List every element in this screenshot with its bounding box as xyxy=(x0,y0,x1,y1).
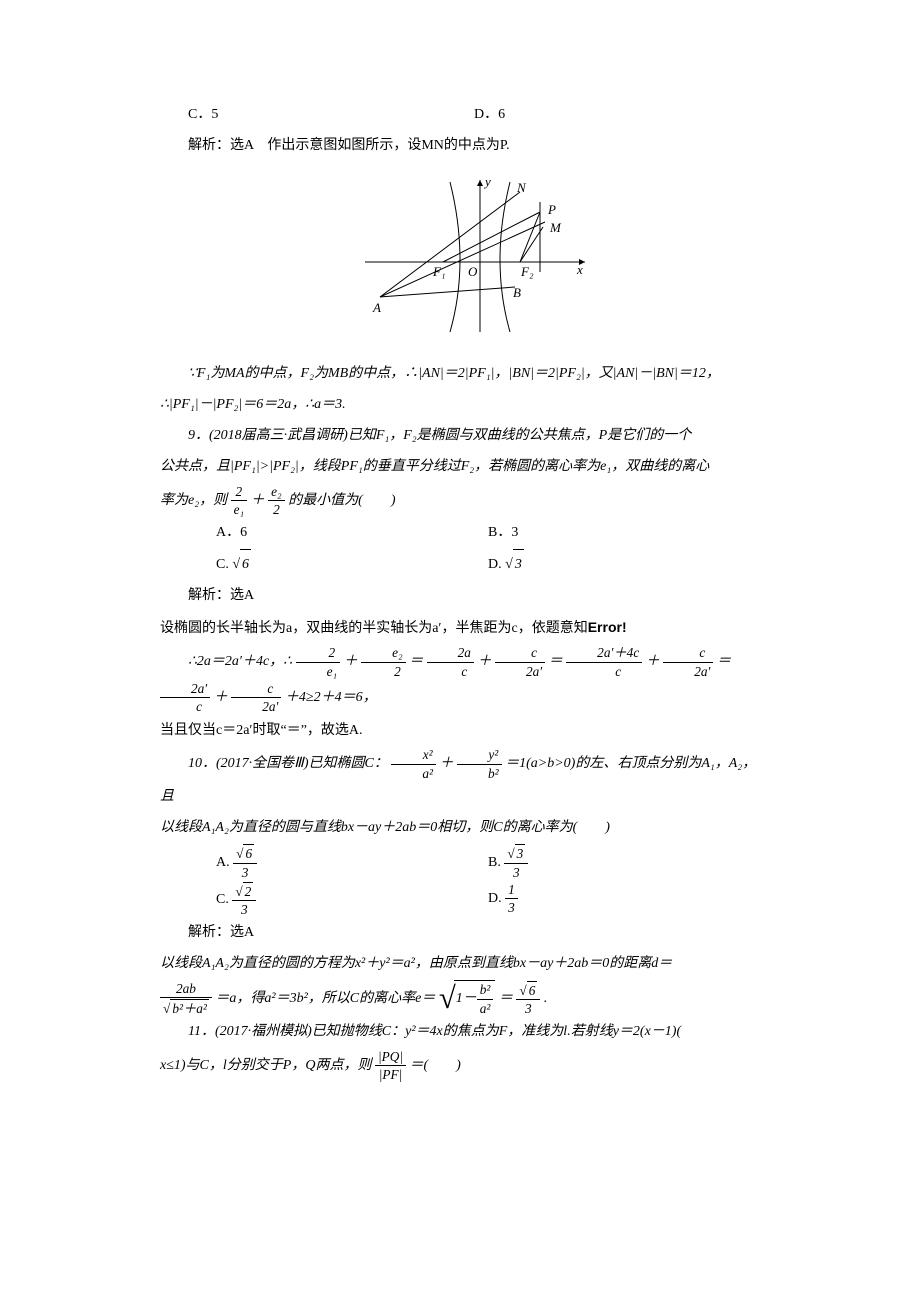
svg-text:F₁: F₁ xyxy=(432,264,445,279)
q9-opt-b: B．3 xyxy=(488,518,760,549)
q8-opt-c: C．5 xyxy=(188,100,474,131)
q10-stem-1: 10．(2017·全国卷Ⅲ)已知椭圆C： x²a² ＋ y²b² ＝1(a>b>… xyxy=(160,746,760,812)
q10-sol2-frac1: 2ab b²＋a² xyxy=(160,980,212,1017)
error-text: Error! xyxy=(588,619,627,635)
svg-text:B: B xyxy=(513,285,521,300)
q9-plus1: ＋ xyxy=(251,493,265,508)
svg-text:y: y xyxy=(483,174,491,189)
q9-sol-2: ∴2a＝2a′＋4c，∴ 2e₁ ＋ e₂2 ＝ 2ac ＋ c2a′ ＝ 2a… xyxy=(160,644,760,715)
q9-stem-1: 9．(2018届高三·武昌调研)已知F₁，F₂是椭圆与双曲线的公共焦点，P是它们… xyxy=(160,421,760,452)
q9-sol-1: 设椭圆的长半轴长为a，双曲线的半实轴长为a′，半焦距为c，依题意知Error! xyxy=(160,612,760,645)
q10-sol-1: 以线段A₁A₂为直径的圆的方程为x²＋y²＝a²，由原点到直线bx－ay＋2ab… xyxy=(160,949,760,980)
q11-stem-1: 11．(2017·福州模拟)已知抛物线C：y²＝4x的焦点为F，准线为l.若射线… xyxy=(160,1017,760,1048)
q9-stem3a: 率为e₂，则 xyxy=(160,493,227,508)
svg-text:A: A xyxy=(372,300,381,315)
svg-text:N: N xyxy=(516,180,527,195)
q8-sol2-text: ∴|PF₁|－|PF₂|＝6＝2a，∴a＝3. xyxy=(160,397,346,412)
q8-sol-line1: ∵F₁为MA的中点，F₂为MB的中点，∴|AN|＝2|PF₁|，|BN|＝2|P… xyxy=(160,359,760,390)
svg-text:O: O xyxy=(468,264,478,279)
svg-text:M: M xyxy=(549,220,562,235)
q10-options-ab: A. 6 3 B. 3 3 xyxy=(160,844,760,881)
q10-opt-c: C. 2 3 xyxy=(216,881,488,918)
q9-sqrt3: 3 xyxy=(505,549,524,581)
q9-stem3b: 的最小值为( ) xyxy=(288,493,395,508)
q9-frac1: 2 e₁ xyxy=(231,483,248,519)
q10-options-cd: C. 2 3 D. 1 3 xyxy=(160,881,760,918)
q10-opt-b: B. 3 3 xyxy=(488,844,760,881)
q10-opt-d: D. 1 3 xyxy=(488,881,760,918)
q8-diagram: y x N P M A B F₁ O F₂ xyxy=(160,172,760,350)
q9-opt-d: D. 3 xyxy=(488,549,760,581)
q9-options-ab: A．6 B．3 xyxy=(160,518,760,549)
q11-stem-2: x≤1)与C，l分别交于P，Q两点，则 |PQ| |PF| ＝( ) xyxy=(160,1048,760,1084)
q9-stem-3: 率为e₂，则 2 e₁ ＋ e₂ 2 的最小值为( ) xyxy=(160,483,760,519)
q9-opt-a: A．6 xyxy=(216,518,488,549)
q8-diagram-svg: y x N P M A B F₁ O F₂ xyxy=(325,172,595,337)
q9-stem-2: 公共点，且|PF₁|>|PF₂|，线段PF₁的垂直平分线过F₂，若椭圆的离心率为… xyxy=(160,452,760,483)
q10-sol-select: 解析：选A xyxy=(160,918,760,949)
q9-options-cd: C. 6 D. 3 xyxy=(160,549,760,581)
q9-stem2-text: 公共点，且|PF₁|>|PF₂|，线段PF₁的垂直平分线过F₂，若椭圆的离心率为… xyxy=(160,459,709,474)
q8-opt-d: D．6 xyxy=(474,100,760,131)
q8-options-cd: C．5 D．6 xyxy=(160,100,760,131)
q10-stem-2: 以线段A₁A₂为直径的圆与直线bx－ay＋2ab＝0相切，则C的离心率为( ) xyxy=(160,813,760,844)
q9-opt-c: C. 6 xyxy=(216,549,488,581)
q11-frac: |PQ| |PF| xyxy=(375,1048,406,1084)
svg-text:P: P xyxy=(547,202,556,217)
q8-solution-intro: 解析：选A 作出示意图如图所示，设MN的中点为P. xyxy=(160,131,760,162)
q9-frac2: e₂ 2 xyxy=(268,483,285,519)
q10-opt-a: A. 6 3 xyxy=(216,844,488,881)
svg-text:F₂: F₂ xyxy=(520,264,534,279)
q10-big-sqrt: √ 1－b²a² xyxy=(439,980,496,1017)
q9-sol-select: 解析：选A xyxy=(160,581,760,612)
q8-sol1-text: ∵F₁为MA的中点，F₂为MB的中点，∴|AN|＝2|PF₁|，|BN|＝2|P… xyxy=(188,366,720,381)
q9-sqrt6: 6 xyxy=(232,549,251,581)
q8-sol-intro-text: 解析：选A 作出示意图如图所示，设MN的中点为P. xyxy=(188,138,510,153)
q9-sol-3: 当且仅当c＝2a′时取“＝”，故选A. xyxy=(160,716,760,747)
q9-stem1-text: 9．(2018届高三·武昌调研)已知F₁，F₂是椭圆与双曲线的公共焦点，P是它们… xyxy=(188,428,691,443)
q8-sol-line2: ∴|PF₁|－|PF₂|＝6＝2a，∴a＝3. xyxy=(160,390,760,421)
svg-text:x: x xyxy=(576,262,583,277)
q9-sol1-text: 设椭圆的长半轴长为a，双曲线的半实轴长为a′，半焦距为c，依题意知 xyxy=(160,621,588,636)
q10-sol-2: 2ab b²＋a² ＝a，得a²＝3b²，所以C的离心率e＝ √ 1－b²a² … xyxy=(160,980,760,1017)
